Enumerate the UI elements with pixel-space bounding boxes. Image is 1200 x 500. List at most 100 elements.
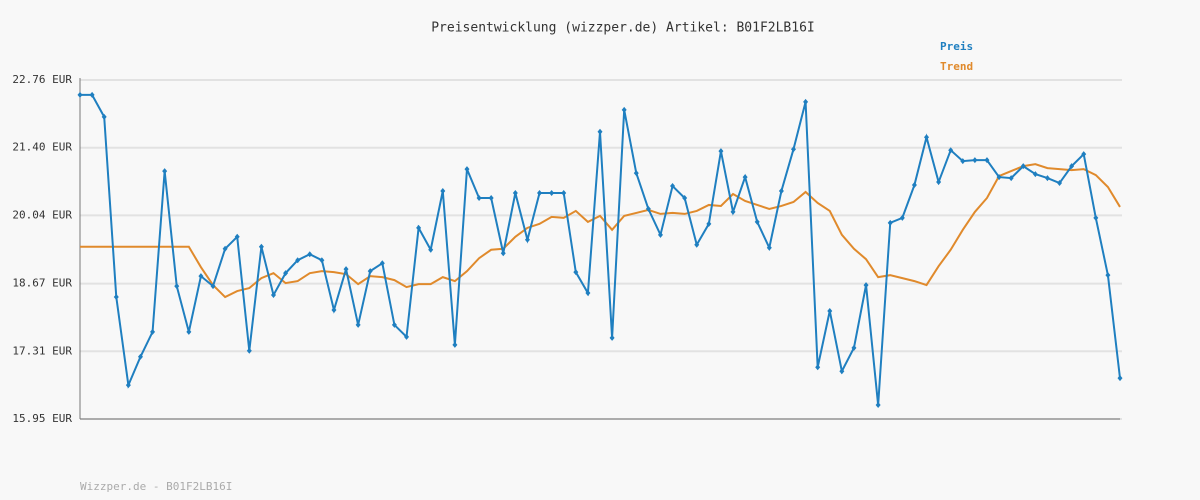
marker [186, 328, 192, 335]
marker [210, 283, 216, 290]
marker [972, 157, 978, 164]
marker [815, 364, 821, 371]
marker [948, 147, 954, 154]
marker [162, 168, 168, 175]
marker [125, 382, 131, 389]
marker [633, 170, 639, 177]
y-tick-label: 20.04 EUR [12, 208, 72, 221]
y-tick-label: 18.67 EUR [12, 277, 72, 290]
marker [670, 183, 676, 190]
marker [585, 290, 591, 297]
marker [343, 266, 349, 273]
marker [464, 166, 470, 173]
marker [911, 182, 917, 189]
marker [1105, 272, 1111, 279]
marker [851, 344, 857, 351]
marker [1044, 175, 1050, 182]
chart-title: Preisentwicklung (wizzper.de) Artikel: B… [431, 21, 815, 36]
marker [561, 190, 567, 196]
y-tick-label: 21.40 EUR [12, 141, 72, 154]
marker [258, 243, 264, 250]
marker [150, 328, 156, 335]
marker [549, 190, 555, 196]
marker [283, 270, 289, 277]
marker [113, 294, 119, 301]
marker [754, 218, 760, 225]
marker [367, 268, 373, 275]
marker [863, 282, 869, 289]
marker [379, 260, 385, 267]
marker [174, 283, 180, 290]
marker [887, 219, 893, 226]
marker [730, 208, 736, 215]
marker [307, 251, 313, 258]
marker [428, 246, 434, 253]
marker [1093, 214, 1099, 221]
marker [1081, 151, 1087, 158]
marker [996, 174, 1002, 181]
marker [790, 146, 796, 153]
marker [355, 321, 361, 328]
marker [960, 158, 966, 165]
marker [391, 321, 397, 328]
marker [609, 334, 615, 341]
marker [476, 194, 482, 201]
marker [416, 224, 422, 231]
marker [1117, 375, 1123, 382]
marker [706, 220, 712, 227]
marker [875, 402, 881, 409]
marker [234, 233, 240, 240]
marker [803, 98, 809, 105]
marker [512, 190, 518, 196]
marker [500, 250, 506, 257]
marker [198, 273, 204, 280]
marker [440, 188, 446, 195]
marker [742, 174, 748, 181]
marker [766, 244, 772, 251]
marker [573, 269, 579, 276]
marker [488, 194, 494, 201]
marker [682, 194, 688, 201]
marker [404, 333, 410, 340]
marker [77, 91, 83, 98]
marker [537, 190, 543, 196]
marker [718, 148, 724, 155]
marker [936, 179, 942, 186]
marker [1057, 180, 1063, 187]
marker [1008, 175, 1014, 182]
marker [101, 113, 107, 120]
marker [295, 257, 301, 264]
marker [839, 368, 845, 375]
marker [597, 128, 603, 135]
marker [778, 188, 784, 195]
marker [827, 307, 833, 314]
marker [246, 347, 252, 354]
marker [984, 157, 990, 164]
marker [694, 241, 700, 248]
marker [657, 231, 663, 238]
y-tick-label: 17.31 EUR [12, 344, 72, 357]
legend-label: Trend [940, 60, 973, 73]
marker [1020, 163, 1026, 170]
y-tick-label: 15.95 EUR [12, 412, 72, 425]
marker [89, 91, 95, 98]
marker [331, 306, 337, 313]
marker [222, 245, 228, 252]
marker [1069, 163, 1075, 170]
marker [1032, 171, 1038, 178]
footer: Wizzper.de - B01F2LB16I [80, 480, 232, 493]
marker [645, 205, 651, 212]
marker [621, 106, 627, 113]
y-tick-label: 22.76 EUR [12, 73, 72, 86]
marker [452, 341, 458, 348]
marker [524, 236, 530, 243]
marker [319, 257, 325, 264]
marker [924, 134, 930, 141]
marker [137, 353, 143, 360]
legend-label: Preis [940, 40, 973, 53]
series-line [80, 163, 1121, 299]
marker [270, 292, 276, 299]
marker [899, 214, 905, 221]
